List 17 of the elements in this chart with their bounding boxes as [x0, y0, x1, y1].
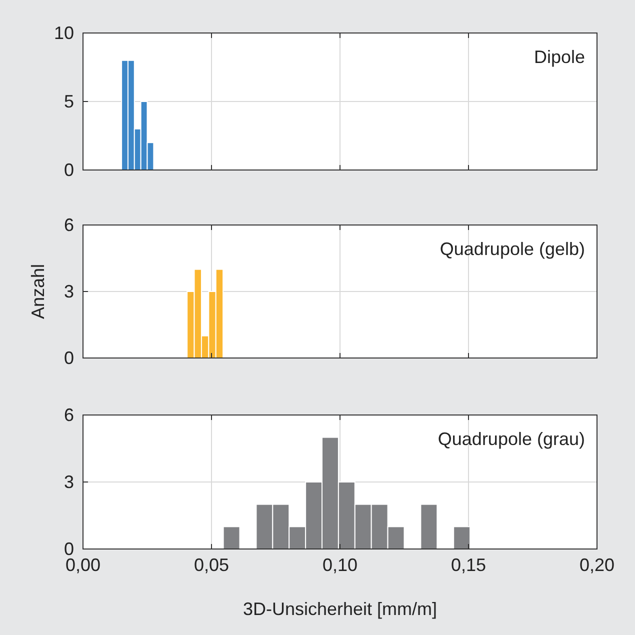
- x-axis-title: 3D-Unsicherheit [mm/m]: [242, 599, 438, 619]
- y-tick-label: 3: [64, 282, 74, 302]
- y-tick-label: 6: [64, 215, 74, 235]
- y-tick-label: 6: [64, 405, 74, 425]
- x-tick-label: 0,20: [579, 555, 615, 575]
- y-tick-label: 10: [54, 23, 74, 43]
- y-tick-label: 0: [64, 348, 74, 368]
- y-axis-title: Anzahl: [28, 264, 48, 320]
- text: Quadrupole (gelb): [440, 239, 585, 259]
- y-tick-label: 5: [64, 92, 74, 112]
- x-tick-label: 0,05: [194, 555, 230, 575]
- text: Dipole: [534, 47, 585, 67]
- x-tick-label: 0,15: [450, 555, 486, 575]
- text: Quadrupole (grau): [438, 429, 585, 449]
- y-tick-label: 0: [64, 160, 74, 180]
- x-tick-label: 0,10: [322, 555, 358, 575]
- y-tick-label: 3: [64, 472, 74, 492]
